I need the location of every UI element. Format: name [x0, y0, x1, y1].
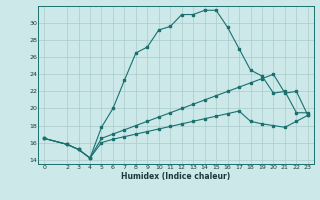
X-axis label: Humidex (Indice chaleur): Humidex (Indice chaleur) — [121, 172, 231, 181]
